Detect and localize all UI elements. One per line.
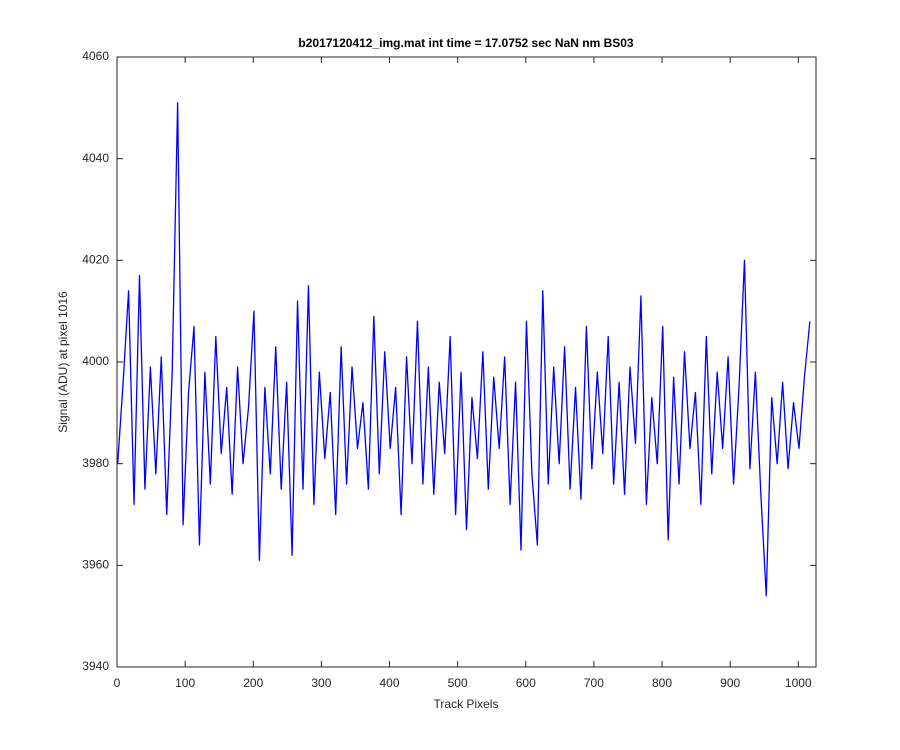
x-tick-label: 500 — [448, 676, 468, 690]
x-tick-label: 400 — [379, 676, 399, 690]
x-tick-label: 800 — [652, 676, 672, 690]
y-tick-label: 4020 — [82, 253, 109, 267]
y-tick-label: 4060 — [82, 49, 109, 63]
x-tick-label: 0 — [114, 676, 121, 690]
x-tick-label: 100 — [175, 676, 195, 690]
x-axis-label: Track Pixels — [434, 697, 499, 711]
x-tick-label: 200 — [243, 676, 263, 690]
y-tick-label: 3980 — [82, 456, 109, 470]
x-tick-label: 600 — [516, 676, 536, 690]
x-tick-label: 900 — [720, 676, 740, 690]
y-tick-label: 3960 — [82, 558, 109, 572]
y-tick-label: 4040 — [82, 151, 109, 165]
chart-title: b2017120412_img.mat int time = 17.0752 s… — [298, 36, 634, 50]
y-tick-label: 4000 — [82, 354, 109, 368]
y-tick-label: 3940 — [82, 659, 109, 673]
x-tick-label: 300 — [311, 676, 331, 690]
y-axis-label: Signal (ADU) at pixel 1016 — [56, 291, 70, 433]
plot-frame — [116, 56, 817, 668]
data-line — [117, 102, 811, 597]
x-tick-label: 1000 — [785, 676, 812, 690]
x-tick-label: 700 — [584, 676, 604, 690]
